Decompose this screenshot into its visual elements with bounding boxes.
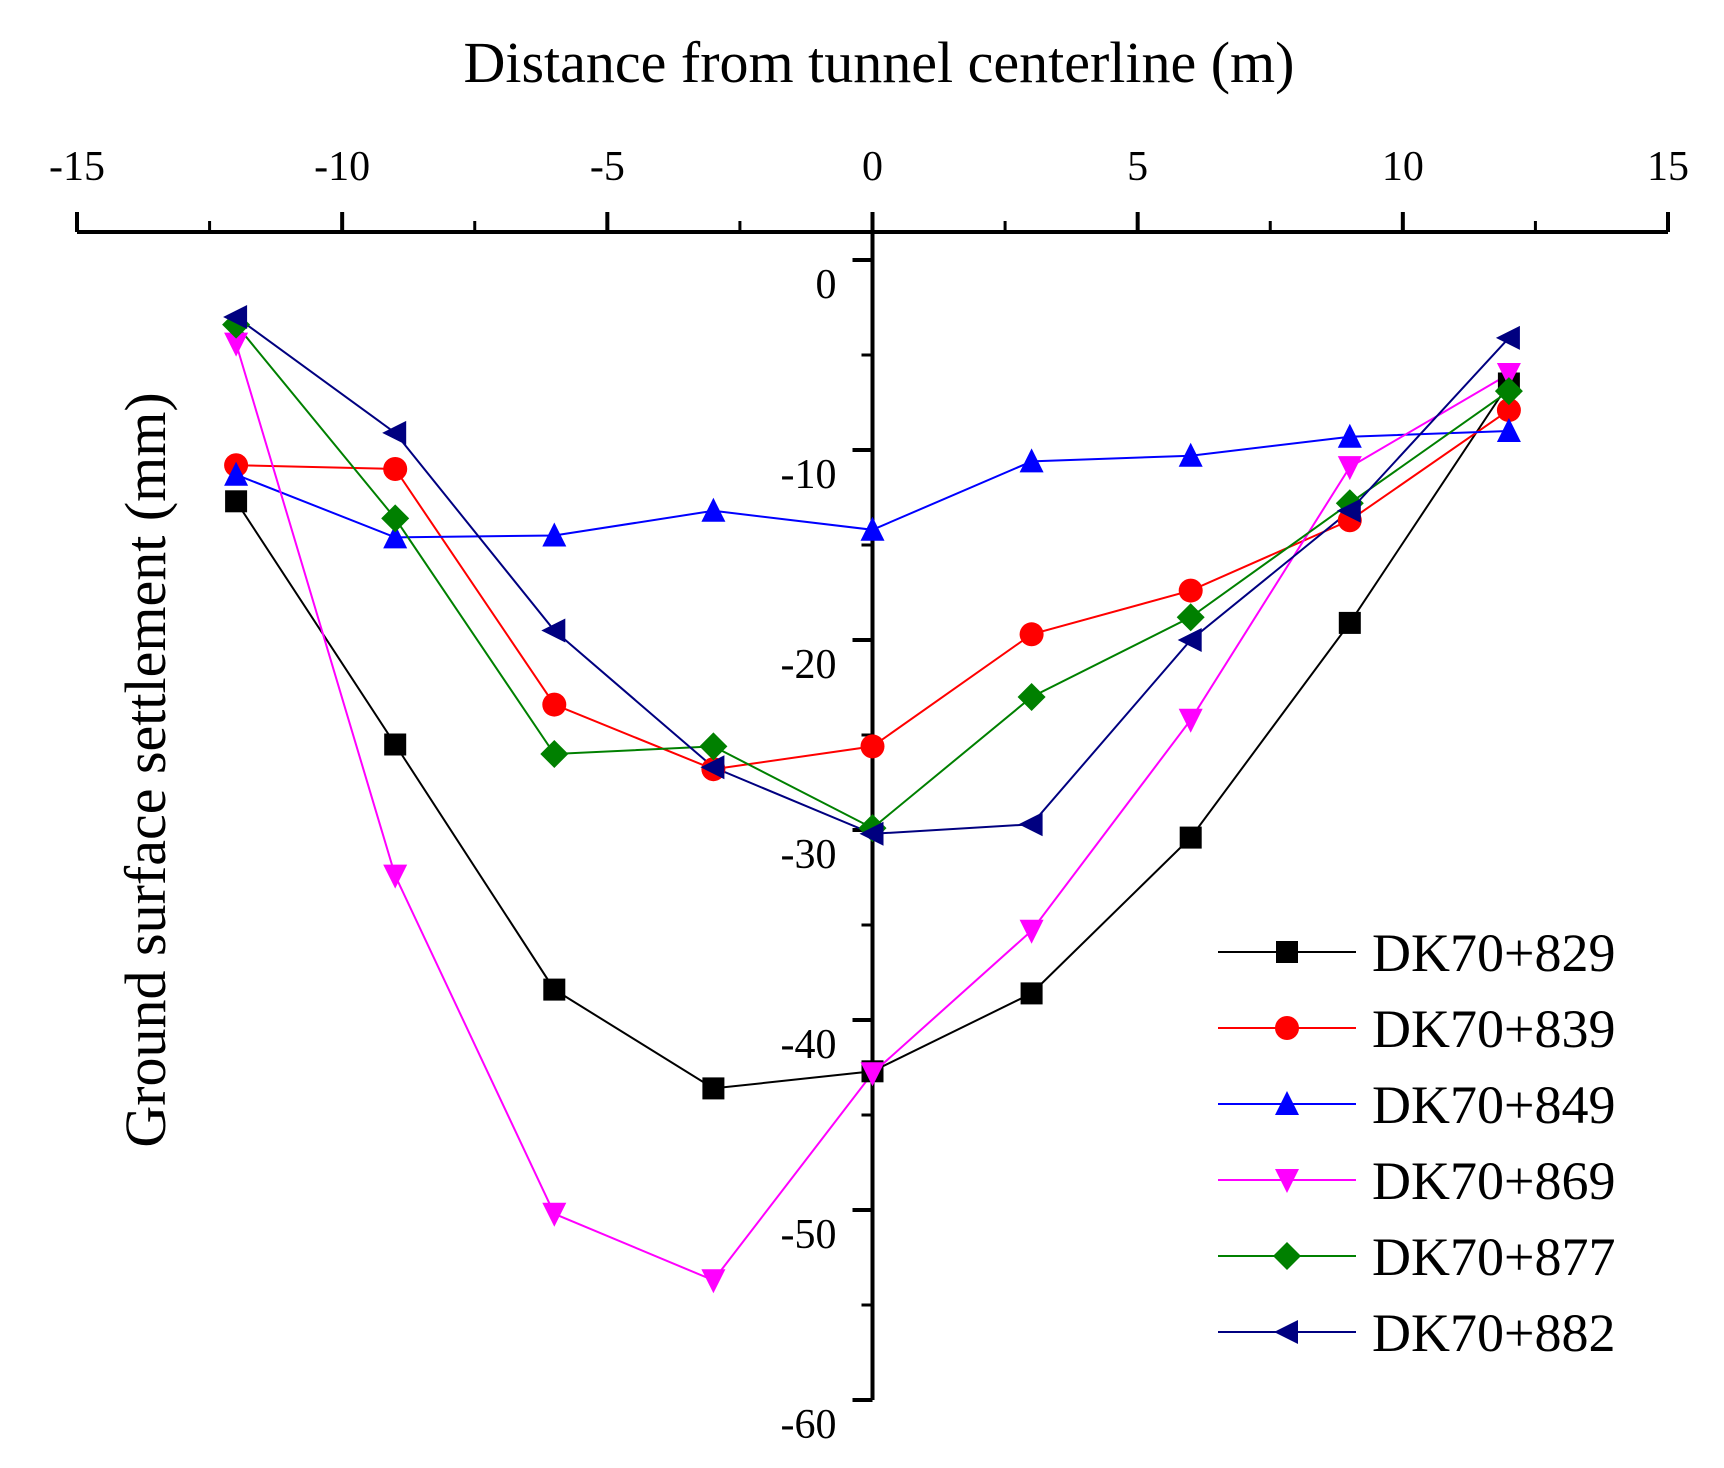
legend-label: DK70+849 <box>1372 1075 1615 1135</box>
data-point-dk70-829 <box>702 1077 725 1100</box>
legend-marker <box>1275 1169 1299 1193</box>
legend-marker <box>1274 1320 1298 1344</box>
data-point-dk70-849 <box>701 497 726 522</box>
data-point-dk70-829 <box>1179 826 1202 849</box>
legend-item-dk70-882: DK70+882 <box>1218 1303 1615 1363</box>
legend-marker <box>1275 1091 1299 1115</box>
data-point-dk70-877 <box>1176 603 1205 632</box>
legend-label: DK70+877 <box>1372 1227 1615 1287</box>
legend-marker <box>1276 941 1298 963</box>
data-point-dk70-882 <box>382 420 407 445</box>
data-point-dk70-869 <box>701 1269 726 1294</box>
legend-marker <box>1275 1016 1299 1040</box>
data-point-dk70-877 <box>381 504 410 533</box>
data-point-dk70-839 <box>1496 398 1521 423</box>
y-tick-label: -40 <box>781 1022 837 1068</box>
data-point-dk70-882 <box>700 755 725 780</box>
data-point-dk70-877 <box>1017 683 1046 711</box>
data-point-dk70-849 <box>383 524 408 549</box>
y-tick-label: -30 <box>781 832 837 878</box>
data-point-dk70-869 <box>542 1202 567 1227</box>
data-point-dk70-882 <box>859 821 884 846</box>
data-point-dk70-839 <box>860 734 885 759</box>
x-axis-title: Distance from tunnel centerline (m) <box>463 30 1294 95</box>
y-tick-label: -10 <box>781 452 837 498</box>
data-point-dk70-877 <box>1494 377 1523 406</box>
data-point-dk70-882 <box>1018 812 1043 837</box>
legend-label: DK70+829 <box>1372 923 1615 983</box>
data-point-dk70-829 <box>225 490 248 513</box>
y-axis-title: Ground surface settlement (mm) <box>113 392 178 1147</box>
x-tick-label: 5 <box>1127 144 1148 190</box>
y-tick-label: 0 <box>816 262 837 308</box>
x-tick-label: -10 <box>314 144 370 190</box>
data-point-dk70-849 <box>860 516 885 541</box>
data-point-dk70-869 <box>1178 708 1203 733</box>
data-point-dk70-877 <box>699 732 728 761</box>
y-tick-label: -20 <box>781 642 837 688</box>
y-tick-label: -60 <box>781 1402 837 1448</box>
legend-marker <box>1273 1242 1301 1270</box>
data-point-dk70-869 <box>1337 456 1362 481</box>
series-markers <box>222 305 1523 1294</box>
data-point-dk70-849 <box>1019 448 1044 473</box>
data-point-dk70-839 <box>383 457 408 481</box>
legend-label: DK70+839 <box>1372 999 1615 1059</box>
data-point-dk70-869 <box>1496 363 1521 387</box>
axes: -15 -10 -5 0 5 10 150-10-20-30-40-50-60 <box>49 144 1689 1448</box>
legend-item-dk70-849: DK70+849 <box>1218 1075 1615 1135</box>
data-point-dk70-829 <box>1338 611 1361 634</box>
data-point-dk70-869 <box>224 332 249 357</box>
legend-item-dk70-829: DK70+829 <box>1218 923 1615 983</box>
legend-label: DK70+869 <box>1372 1151 1615 1211</box>
data-point-dk70-869 <box>860 1062 885 1087</box>
y-tick-label: -50 <box>781 1212 837 1258</box>
data-point-dk70-869 <box>1019 919 1044 944</box>
data-point-dk70-869 <box>383 864 408 889</box>
data-point-dk70-849 <box>224 461 249 486</box>
data-point-dk70-839 <box>542 692 567 717</box>
data-point-dk70-849 <box>542 522 567 547</box>
x-tick-label: 0 <box>862 144 883 190</box>
x-tick-label: 15 <box>1647 144 1689 190</box>
data-point-dk70-849 <box>1337 423 1362 448</box>
data-point-dk70-829 <box>384 733 407 756</box>
data-point-dk70-829 <box>1020 982 1043 1005</box>
data-point-dk70-829 <box>543 978 566 1001</box>
legend-item-dk70-869: DK70+869 <box>1218 1151 1615 1211</box>
data-point-dk70-839 <box>1178 578 1203 603</box>
data-point-dk70-882 <box>1495 325 1520 350</box>
legend: DK70+829 DK70+839 DK70+849 DK70+869 DK70+877… <box>1218 923 1615 1363</box>
legend-item-dk70-877: DK70+877 <box>1218 1227 1615 1287</box>
data-point-dk70-882 <box>541 618 566 643</box>
data-point-dk70-882 <box>1336 498 1361 523</box>
data-point-dk70-849 <box>1496 418 1521 442</box>
x-tick-label: -15 <box>49 144 105 190</box>
x-tick-label: 10 <box>1382 144 1424 190</box>
x-tick-label: -5 <box>590 144 625 190</box>
data-point-dk70-849 <box>1178 442 1203 467</box>
data-point-dk70-839 <box>1019 622 1044 647</box>
legend-item-dk70-839: DK70+839 <box>1218 999 1615 1059</box>
legend-label: DK70+882 <box>1372 1303 1615 1363</box>
data-point-dk70-882 <box>1177 628 1202 652</box>
data-point-dk70-882 <box>223 305 248 329</box>
data-point-dk70-877 <box>540 740 569 768</box>
